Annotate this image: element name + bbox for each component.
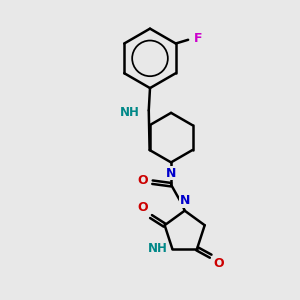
- Text: N: N: [179, 194, 190, 207]
- Text: O: O: [137, 175, 148, 188]
- Text: NH: NH: [148, 242, 168, 255]
- Text: O: O: [137, 201, 148, 214]
- Text: F: F: [194, 32, 203, 45]
- Text: NH: NH: [120, 106, 140, 119]
- Text: O: O: [214, 257, 224, 270]
- Text: N: N: [166, 167, 176, 180]
